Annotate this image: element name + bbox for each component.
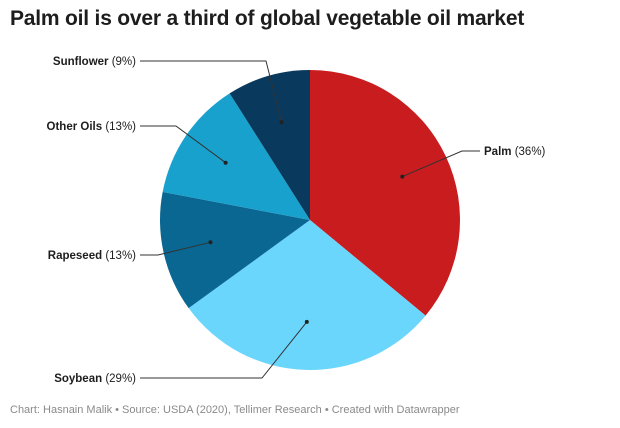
- pie-slices: [160, 70, 460, 370]
- slice-label-value: (13%): [102, 121, 136, 133]
- chart-footer: Chart: Hasnain Malik • Source: USDA (202…: [10, 404, 460, 416]
- slice-label-sunflower: Sunflower (9%): [53, 56, 136, 68]
- leader-line-sunflower: [140, 60, 282, 123]
- chart-title: Palm oil is over a third of global veget…: [10, 7, 525, 30]
- leader-line-other-oils: [140, 125, 226, 164]
- leader-line-soybean: [140, 321, 308, 379]
- leader-dot-soybean: [304, 319, 309, 324]
- slice-label-value: (9%): [109, 56, 137, 68]
- leader-line-rapeseed: [140, 241, 211, 256]
- slice-label-palm: Palm (36%): [484, 146, 546, 158]
- slice-label-name: Other Oils: [47, 121, 103, 133]
- pie-slice-rapeseed: [160, 191, 310, 309]
- slice-label-value: (29%): [102, 373, 136, 385]
- slice-label-rapeseed: Rapeseed (13%): [48, 250, 136, 262]
- slice-label-value: (36%): [512, 146, 546, 158]
- slice-label-name: Sunflower: [53, 56, 109, 68]
- pie-slice-sunflower: [229, 70, 310, 220]
- slice-labels: Palm (36%)Soybean (29%)Rapeseed (13%)Oth…: [47, 56, 546, 385]
- slice-label-soybean: Soybean (29%): [54, 373, 136, 385]
- pie-slice-other-oils: [162, 93, 310, 220]
- leader-dot-other-oils: [223, 160, 228, 165]
- leader-dot-palm: [400, 174, 405, 179]
- slice-label-value: (13%): [102, 250, 136, 262]
- leader-dot-rapeseed: [208, 240, 213, 245]
- slice-label-name: Soybean: [54, 373, 102, 385]
- leader-dot-sunflower: [279, 120, 284, 125]
- pie-slice-soybean: [188, 220, 426, 370]
- slice-label-name: Palm: [484, 146, 512, 158]
- slice-label-other-oils: Other Oils (13%): [47, 121, 137, 133]
- leader-line-palm: [402, 150, 480, 178]
- pie-slice-palm: [310, 70, 460, 316]
- slice-label-name: Rapeseed: [48, 250, 102, 262]
